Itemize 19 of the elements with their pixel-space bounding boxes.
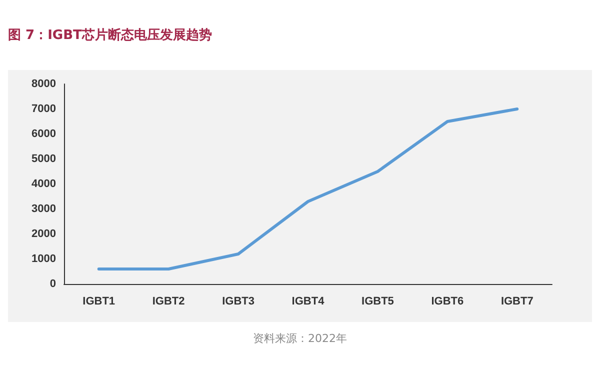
- x-tick-label: IGBT1: [82, 296, 116, 308]
- y-tick-label: 6000: [32, 128, 56, 140]
- x-tick-label: IGBT7: [500, 296, 534, 308]
- y-tick-label: 4000: [32, 178, 56, 190]
- y-tick-label: 2000: [32, 228, 56, 240]
- x-tick-label: IGBT4: [292, 296, 326, 308]
- y-tick-label: 7000: [32, 103, 56, 115]
- x-tick-label: IGBT2: [152, 296, 185, 308]
- x-tick-label: IGBT5: [362, 296, 394, 308]
- y-tick-label: 8000: [32, 78, 56, 90]
- line-series: [97, 108, 519, 270]
- y-tick-label: 5000: [32, 153, 56, 165]
- text: 资料来源：2022年: [252, 331, 348, 346]
- chart-title: 图 7：IGBT芯片断态电压发展趋势: [8, 27, 212, 44]
- y-tick-label: 0: [50, 278, 56, 290]
- x-tick-label: IGBT6: [431, 296, 464, 308]
- x-tick-label: IGBT3: [222, 296, 254, 308]
- y-tick-label: 1000: [32, 253, 56, 265]
- y-tick-label: 3000: [32, 203, 56, 215]
